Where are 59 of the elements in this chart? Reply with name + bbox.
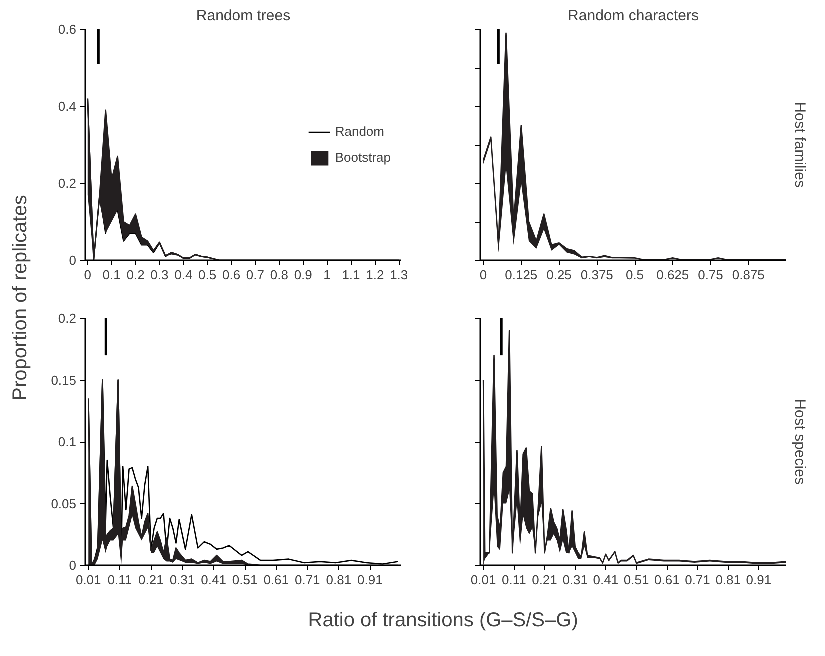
chart-title: Random trees	[196, 8, 291, 24]
y-tick-label: 0.1	[58, 434, 77, 450]
legend-label: Bootstrap	[335, 150, 391, 165]
x-tick-label: 0	[480, 268, 488, 282]
y-axis-title: Proportion of replicates	[10, 195, 32, 401]
x-tick-label: 0.875	[732, 268, 765, 282]
x-tick-label: 0.71	[294, 572, 320, 588]
x-tick-label: 0.2	[126, 268, 145, 282]
x-tick-label: 0.81	[326, 572, 352, 588]
x-tick-label: 0.01	[470, 572, 496, 588]
x-tick-label: 0.9	[294, 268, 312, 282]
x-tick-label: 0.375	[580, 268, 614, 282]
text: Host species	[792, 399, 808, 485]
x-tick-label: 0.61	[264, 572, 290, 588]
x-tick-label: 0.71	[685, 572, 710, 588]
x-tick-label: 0.51	[624, 572, 650, 588]
x-tick-label: 0.01	[76, 572, 102, 588]
x-tick-label: 0.91	[746, 572, 772, 588]
x-tick-label: 0.25	[546, 268, 572, 282]
x-tick-label: 0.11	[502, 572, 526, 588]
y-tick-label: 0.15	[51, 372, 77, 388]
y-tick-label: 0.05	[51, 496, 77, 512]
x-tick-label: 0.41	[201, 572, 226, 588]
x-tick-label: 1.3	[390, 268, 408, 282]
x-tick-label: 0.81	[716, 572, 742, 588]
x-tick-label: 1.2	[366, 268, 384, 282]
x-tick-label: 1.1	[342, 268, 360, 282]
x-tick-label: 0.51	[232, 572, 258, 588]
x-tick-label: 0.3	[150, 268, 169, 282]
x-tick-label: 0.21	[138, 572, 164, 588]
x-tick-label: 0.31	[562, 572, 588, 588]
x-axis-title: Ratio of transitions (G–S/S–G)	[308, 610, 578, 632]
x-tick-label: 0.11	[108, 572, 132, 588]
x-tick-label: 0.61	[654, 572, 680, 588]
x-tick-label: 0.5	[198, 268, 217, 282]
x-tick-label: 0.91	[358, 572, 383, 588]
text: Host families	[792, 102, 808, 188]
x-tick-label: 0.5	[626, 268, 644, 282]
y-tick-label: 0.2	[58, 311, 77, 326]
x-tick-label: 0.31	[170, 572, 196, 588]
y-tick-label: 0	[69, 253, 77, 268]
x-tick-label: 0.41	[593, 572, 619, 588]
x-tick-label: 0.625	[656, 268, 690, 282]
x-tick-label: 0	[84, 268, 92, 282]
x-tick-label: 0.8	[270, 268, 288, 282]
x-tick-label: 1	[324, 268, 331, 282]
y-tick-label: 0	[69, 558, 77, 573]
x-tick-label: 0.4	[174, 268, 193, 282]
y-tick-label: 0.4	[58, 99, 77, 114]
x-tick-label: 0.6	[222, 268, 241, 282]
chart-title: Random characters	[568, 8, 699, 24]
x-tick-label: 0.125	[505, 268, 538, 282]
x-tick-label: 0.21	[532, 572, 558, 588]
y-tick-label: 0.6	[58, 22, 77, 37]
x-tick-label: 0.75	[698, 268, 724, 282]
x-tick-label: 0.1	[102, 268, 121, 282]
legend-label: Random	[335, 124, 384, 139]
y-tick-label: 0.2	[58, 176, 77, 191]
x-tick-label: 0.7	[246, 268, 265, 282]
